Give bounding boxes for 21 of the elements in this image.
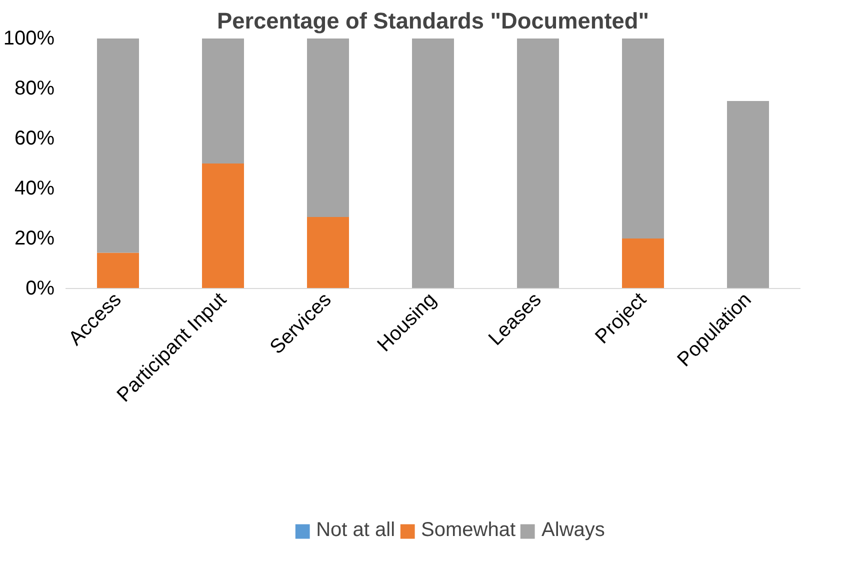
bar: [727, 101, 769, 288]
bar: [517, 38, 559, 288]
bar: [622, 38, 664, 238]
bar: [97, 252, 139, 288]
bar: [202, 164, 244, 288]
bar: [412, 38, 454, 288]
legend-label: Always: [542, 519, 605, 542]
y-tick-label: 0%: [26, 278, 55, 300]
y-tick-label: 20%: [14, 228, 55, 250]
y-tick-label: 100%: [3, 28, 55, 50]
y-tick-label: 80%: [14, 78, 55, 100]
legend-label: Somewhat: [421, 519, 516, 542]
bar: [307, 38, 349, 217]
bar: [97, 38, 139, 253]
chart-title: Percentage of Standards "Documented": [217, 8, 649, 34]
y-tick-label: 40%: [14, 178, 55, 200]
bar: [622, 238, 664, 288]
legend-label: Not at all: [316, 519, 396, 542]
bar: [307, 217, 349, 288]
y-tick-label: 60%: [14, 128, 55, 150]
bar: [202, 38, 244, 164]
